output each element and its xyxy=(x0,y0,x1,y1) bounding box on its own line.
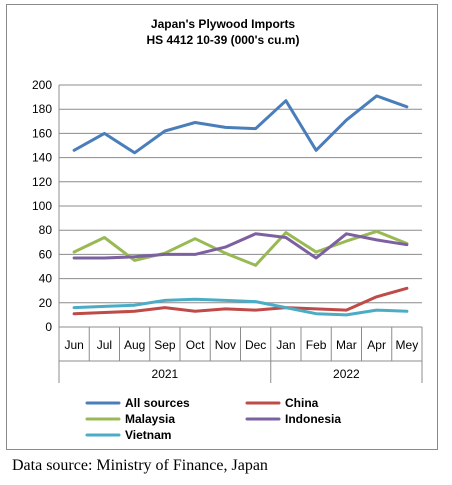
line-chart: Japan's Plywood Imports HS 4412 10-39 (0… xyxy=(32,17,423,442)
x-tick-label-jul: Jul xyxy=(97,338,112,352)
axes: 0 20 40 60 80 100 120 140 160 180 200 Jun Jul Aug Sep O… xyxy=(32,78,423,383)
chart-subtitle: HS 4412 10-39 (000's cu.m) xyxy=(147,33,300,47)
legend-label-indonesia: Indonesia xyxy=(285,412,341,426)
series-lines xyxy=(72,94,409,317)
series-line-all-sources xyxy=(72,94,409,155)
series-line-vietnam xyxy=(72,297,409,317)
y-tick-label: 60 xyxy=(39,247,53,261)
year-label-2021: 2021 xyxy=(152,367,179,381)
x-tick-label-dec: Dec xyxy=(245,338,266,352)
y-tick-label: 0 xyxy=(45,320,52,334)
y-tick-label: 40 xyxy=(39,272,53,286)
x-tick-label-mey: Mey xyxy=(396,338,419,352)
x-tick-label-oct: Oct xyxy=(186,338,205,352)
data-source-note: Data source: Ministry of Finance, Japan xyxy=(12,457,268,474)
series-line-china xyxy=(72,286,409,316)
x-tick-label-nov: Nov xyxy=(215,338,236,352)
chart-title: Japan's Plywood Imports xyxy=(151,17,296,31)
y-tick-label: 160 xyxy=(32,126,52,140)
x-tick-label-jan: Jan xyxy=(276,338,295,352)
y-tick-label: 180 xyxy=(32,102,52,116)
y-tick-label: 200 xyxy=(32,78,52,92)
y-tick-label: 120 xyxy=(32,175,52,189)
x-tick-label-apr: Apr xyxy=(367,338,386,352)
x-tick-label-aug: Aug xyxy=(124,338,145,352)
grid-lines xyxy=(59,84,422,328)
x-tick-label-feb: Feb xyxy=(306,338,327,352)
legend-label-malaysia: Malaysia xyxy=(125,412,175,426)
y-tick-label: 20 xyxy=(39,296,53,310)
chart-frame: Japan's Plywood Imports HS 4412 10-39 (0… xyxy=(6,4,438,450)
series-line-indonesia xyxy=(72,232,409,260)
legend-label-all-sources: All sources xyxy=(125,396,190,410)
y-tick-label: 140 xyxy=(32,151,52,165)
year-label-2022: 2022 xyxy=(333,367,360,381)
x-tick-label-sep: Sep xyxy=(154,338,176,352)
legend: All sources China Malaysia Indonesia Vietnam xyxy=(85,396,341,442)
y-tick-label: 80 xyxy=(39,223,53,237)
y-tick-label: 100 xyxy=(32,199,52,213)
legend-label-vietnam: Vietnam xyxy=(125,428,171,442)
x-tick-label-mar: Mar xyxy=(336,338,357,352)
legend-label-china: China xyxy=(285,396,319,410)
x-tick-label-jun: Jun xyxy=(64,338,83,352)
